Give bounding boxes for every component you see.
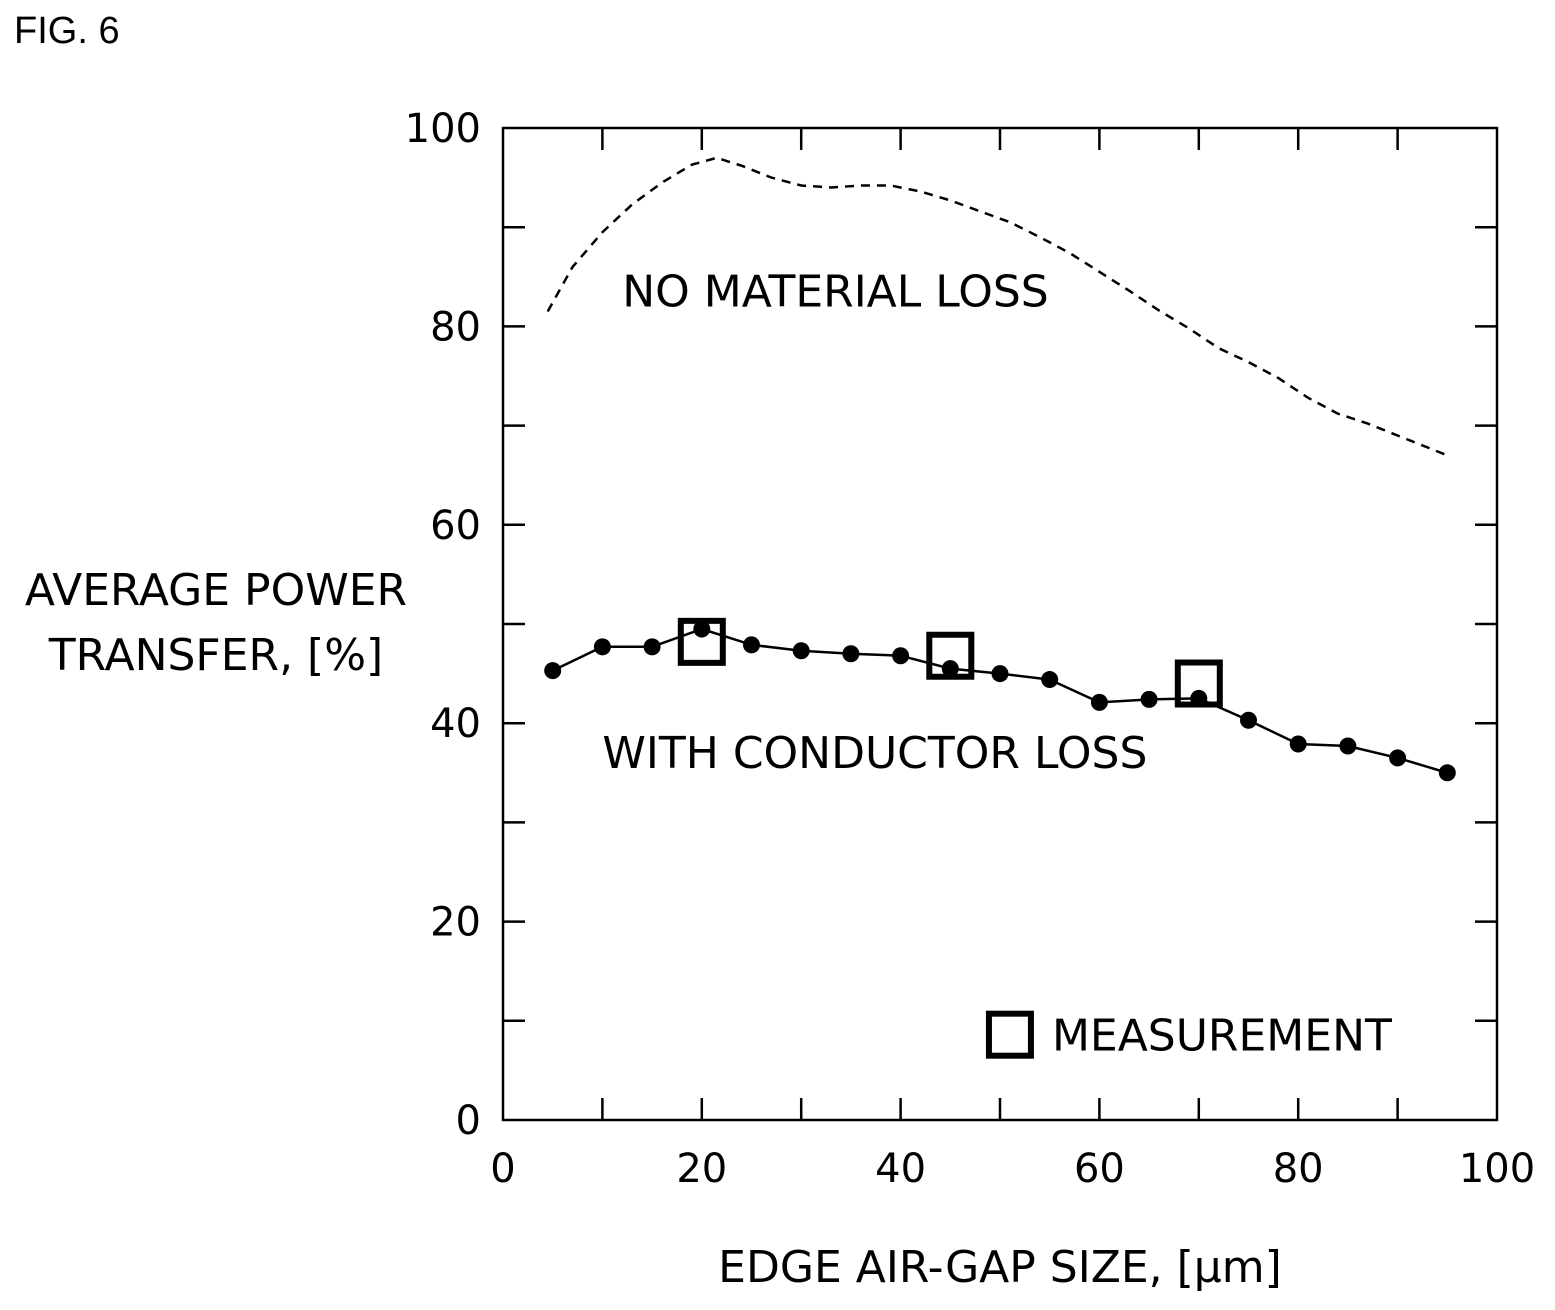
data-point-with-conductor-loss — [1438, 764, 1456, 782]
y-tick-label: 40 — [430, 701, 481, 747]
data-point-with-conductor-loss — [1240, 711, 1257, 729]
x-tick-label: 40 — [875, 1146, 926, 1192]
series-line-no-material-loss — [546, 156, 1448, 457]
data-point-measurement — [1174, 659, 1223, 708]
figure-label: FIG. 6 — [14, 10, 120, 52]
data-point-with-conductor-loss — [792, 642, 810, 660]
y-axis-title-line-1: AVERAGE POWER — [25, 565, 407, 616]
data-point-measurement — [926, 631, 975, 680]
data-point-with-conductor-loss — [1041, 671, 1059, 689]
legend-marker-measurement — [985, 1010, 1034, 1059]
data-point-with-conductor-loss — [693, 620, 711, 638]
data-point-with-conductor-loss — [593, 638, 611, 656]
data-point-with-conductor-loss — [743, 636, 760, 654]
data-point-with-conductor-loss — [892, 647, 910, 665]
y-tick-label: 100 — [405, 106, 481, 152]
data-point-with-conductor-loss — [1090, 693, 1108, 711]
x-tick-label: 0 — [490, 1146, 515, 1192]
data-point-with-conductor-loss — [842, 645, 860, 663]
x-tick-label: 20 — [676, 1146, 727, 1192]
y-tick-label: 20 — [430, 900, 481, 946]
annotation-no-material-loss: NO MATERIAL LOSS — [622, 267, 1048, 318]
data-point-with-conductor-loss — [1140, 690, 1158, 708]
y-tick-label: 0 — [456, 1098, 481, 1144]
annotation-with-conductor-loss: WITH CONDUCTOR LOSS — [602, 728, 1147, 779]
data-point-with-conductor-loss — [544, 662, 562, 680]
data-point-with-conductor-loss — [643, 638, 661, 656]
y-axis-title-line-2: TRANSFER, [%] — [48, 630, 383, 681]
data-point-with-conductor-loss — [991, 665, 1009, 683]
data-point-with-conductor-loss — [1339, 737, 1357, 755]
x-tick-label: 60 — [1074, 1146, 1125, 1192]
legend-label-measurement: MEASUREMENT — [1052, 1011, 1392, 1062]
x-tick-label: 80 — [1273, 1146, 1324, 1192]
data-point-with-conductor-loss — [1389, 749, 1407, 767]
y-tick-label: 80 — [430, 304, 481, 350]
x-axis-title: EDGE AIR-GAP SIZE, [µm] — [718, 1242, 1282, 1293]
data-point-measurement — [677, 617, 726, 666]
y-tick-label: 60 — [430, 503, 481, 549]
data-point-with-conductor-loss — [1289, 735, 1307, 753]
x-tick-label: 100 — [1459, 1146, 1535, 1192]
data-point-with-conductor-loss — [941, 660, 959, 678]
